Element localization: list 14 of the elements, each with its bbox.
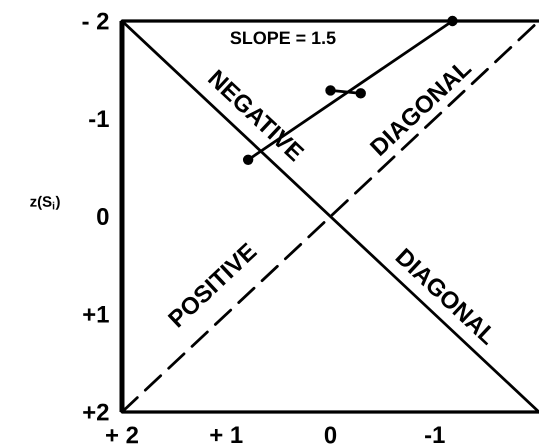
y-axis-title: z(S$_{i}$) (30, 196, 60, 210)
point (356, 88, 366, 99)
x-tick-label: + 1 (210, 426, 243, 443)
y-tick-label: +2 (83, 404, 109, 420)
annotation: SLOPE = 1.5 (230, 31, 336, 44)
y-tick-label: +1 (83, 306, 109, 322)
x-tick-label: 0 (324, 426, 336, 444)
y-tick-label: - 2 (82, 12, 108, 30)
x-tick-label: + 2 (106, 426, 138, 444)
x-tick-label: -1 (425, 426, 445, 443)
point (447, 16, 458, 26)
y-tick-label: 0 (97, 208, 108, 225)
y-tick-label: -1 (89, 110, 109, 127)
point (325, 85, 336, 96)
